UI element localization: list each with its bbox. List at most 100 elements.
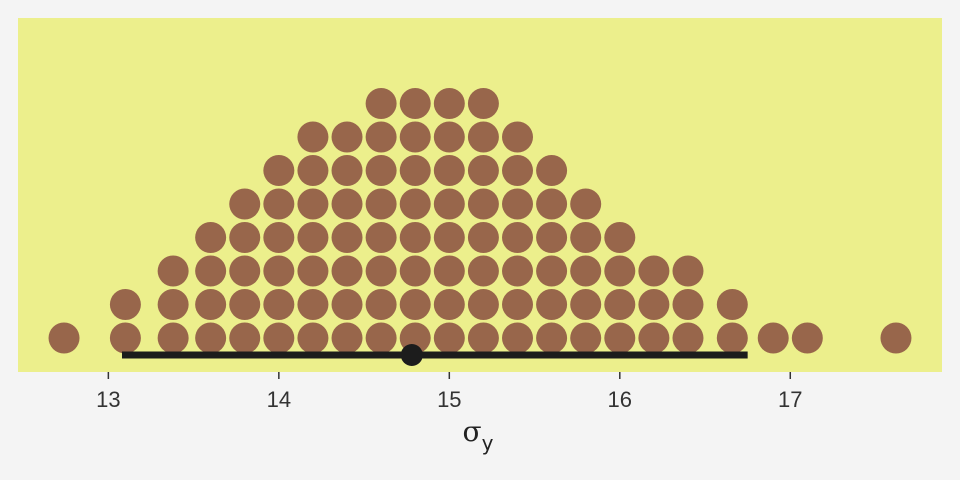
x-tick-label-13: 13 — [96, 387, 120, 412]
x-axis: 13 14 15 16 17 — [96, 372, 803, 412]
dot-bin-8-4 — [365, 188, 397, 220]
dot-bin-8-2 — [365, 255, 397, 287]
dot-bin-13-2 — [536, 255, 568, 287]
dot-bin-6-6 — [297, 121, 329, 153]
dot-bin-13-1 — [536, 289, 568, 320]
dot-bin-13-4 — [536, 188, 568, 220]
dot-bin-14-3 — [570, 222, 602, 253]
dot-bin-9-5 — [399, 155, 431, 186]
dot-bin-2-0 — [157, 322, 189, 354]
dot-bin-13-5 — [536, 155, 568, 186]
dot-bin-11-1 — [467, 289, 499, 320]
dot-bin-18-1 — [716, 289, 748, 320]
dot-bin-9-4 — [399, 188, 431, 220]
interval-layer — [121, 344, 748, 366]
dot-bin-13-0 — [536, 322, 568, 354]
dot-bin-7-5 — [331, 155, 363, 186]
dot-bin-6-5 — [297, 155, 329, 186]
dot-bin-4-4 — [229, 188, 261, 220]
dot-bin-3-3 — [195, 222, 227, 253]
dot-bin-10-0 — [433, 322, 465, 354]
dot-bin-11-5 — [467, 155, 499, 186]
dot-bin-3-1 — [195, 289, 227, 320]
dot-bin-12-5 — [502, 155, 534, 186]
dot-bin-4-1 — [229, 289, 261, 320]
x-tick-label-17: 17 — [778, 387, 802, 412]
dot-bin-4-2 — [229, 255, 261, 287]
dot-bin-1-1 — [109, 289, 141, 320]
dot-bin-10-4 — [433, 188, 465, 220]
x-axis-title-symbol: σ — [463, 415, 482, 448]
x-axis-title-subscript: y — [482, 431, 494, 455]
dot-bin-6-4 — [297, 188, 329, 220]
dot-bin-5-5 — [263, 155, 295, 186]
dot-bin-11-4 — [467, 188, 499, 220]
dot-bin-9-2 — [399, 255, 431, 287]
dot-bin-14-2 — [570, 255, 602, 287]
dot-bin-8-1 — [365, 289, 397, 320]
dots-layer — [48, 88, 912, 354]
dot-bin-16-1 — [638, 289, 670, 320]
dot-bin-9-3 — [399, 222, 431, 253]
dot-bin-15-3 — [604, 222, 636, 253]
dot-bin-10-2 — [433, 255, 465, 287]
dot-bin-5-1 — [263, 289, 295, 320]
dot-bin-5-3 — [263, 222, 295, 253]
dot-bin-4-0 — [229, 322, 261, 354]
dot-bin-12-1 — [502, 289, 534, 320]
dot-bin-7-4 — [331, 188, 363, 220]
dot-bin-12-0 — [502, 322, 534, 354]
dot-bin-12-3 — [502, 222, 534, 253]
dot-bin-17-2 — [672, 255, 704, 287]
dot-bin-17-0 — [672, 322, 704, 354]
dot-bin-19-0 — [757, 322, 789, 354]
dot-bin-8-3 — [365, 222, 397, 253]
dot-bin-12-6 — [502, 121, 534, 153]
dot-bin-2-1 — [157, 289, 189, 320]
dot-bin-0-0 — [48, 322, 80, 354]
dot-bin-7-1 — [331, 289, 363, 320]
dot-bin-16-2 — [638, 255, 670, 287]
dot-bin-9-1 — [399, 289, 431, 320]
x-axis-title: σy — [463, 415, 494, 455]
dot-bin-11-7 — [467, 88, 499, 119]
dot-bin-15-0 — [604, 322, 636, 354]
dot-bin-10-1 — [433, 289, 465, 320]
dot-bin-6-0 — [297, 322, 329, 354]
dot-bin-10-7 — [433, 88, 465, 119]
dot-bin-13-3 — [536, 222, 568, 253]
dot-bin-12-4 — [502, 188, 534, 220]
dot-bin-7-2 — [331, 255, 363, 287]
dot-bin-14-0 — [570, 322, 602, 354]
dot-bin-9-6 — [399, 121, 431, 153]
x-tick-label-14: 14 — [267, 387, 291, 412]
dot-bin-11-6 — [467, 121, 499, 153]
dot-bin-7-3 — [331, 222, 363, 253]
dot-bin-3-0 — [195, 322, 227, 354]
dot-bin-12-2 — [502, 255, 534, 287]
dot-bin-10-3 — [433, 222, 465, 253]
dot-bin-16-0 — [638, 322, 670, 354]
dot-bin-6-3 — [297, 222, 329, 253]
dot-bin-5-0 — [263, 322, 295, 354]
dot-bin-9-7 — [399, 88, 431, 119]
dot-bin-14-1 — [570, 289, 602, 320]
dot-bin-6-1 — [297, 289, 329, 320]
dot-bin-4-3 — [229, 222, 261, 253]
dot-bin-15-2 — [604, 255, 636, 287]
x-tick-label-15: 15 — [437, 387, 461, 412]
dot-bin-7-6 — [331, 121, 363, 153]
dot-bin-8-7 — [365, 88, 397, 119]
dot-bin-5-4 — [263, 188, 295, 220]
dot-bin-5-2 — [263, 255, 295, 287]
dot-bin-2-2 — [157, 255, 189, 287]
dot-bin-8-0 — [365, 322, 397, 354]
dot-bin-15-1 — [604, 289, 636, 320]
dot-bin-8-6 — [365, 121, 397, 153]
dot-bin-14-4 — [570, 188, 602, 220]
x-tick-label-16: 16 — [608, 387, 632, 412]
dot-bin-10-5 — [433, 155, 465, 186]
dot-bin-11-3 — [467, 222, 499, 253]
dot-bin-7-0 — [331, 322, 363, 354]
